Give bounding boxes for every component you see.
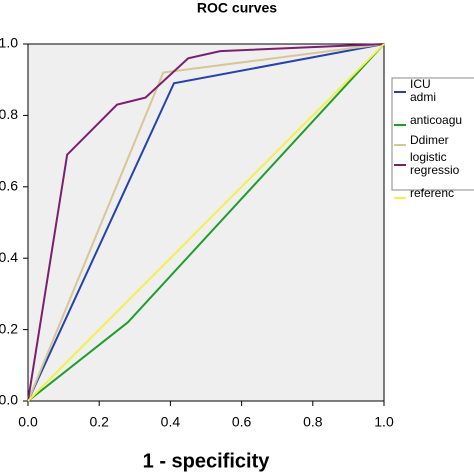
y-tick-label: 1.0 <box>0 35 18 51</box>
legend-label-line: regressio <box>410 163 460 177</box>
x-axis-label: 1 - specificity <box>143 450 271 472</box>
legend-label: anticoagu <box>410 113 462 127</box>
roc-curve <box>27 43 385 402</box>
x-tick-label: 0.0 <box>18 414 38 430</box>
y-tick-label: 0.8 <box>0 106 18 122</box>
legend-label-line: ICU <box>410 77 431 91</box>
roc-curve <box>27 43 385 402</box>
y-tick-label: 0.4 <box>0 249 18 265</box>
legend-label: referenc <box>410 186 454 200</box>
x-tick-label: 1.0 <box>374 414 394 430</box>
y-tick-label: 0.6 <box>0 178 18 194</box>
y-tick-label: 0.0 <box>0 392 18 408</box>
x-tick-label: 0.2 <box>89 414 109 430</box>
legend-label-line: logistic <box>410 150 447 164</box>
chart-title: ROC curves <box>197 0 277 16</box>
x-tick-label: 0.6 <box>232 414 252 430</box>
legend-label-line: admi <box>410 90 436 104</box>
roc-curve <box>27 43 385 402</box>
y-tick-label: 0.2 <box>0 320 18 336</box>
x-tick-label: 0.8 <box>303 414 323 430</box>
roc-curve <box>27 43 385 402</box>
legend-label: logistic regressio <box>410 150 460 177</box>
legend-label: ICU admi <box>410 77 436 104</box>
x-tick-label: 0.4 <box>161 414 181 430</box>
roc-curve <box>27 43 385 402</box>
legend-box <box>391 77 474 191</box>
legend-label: Ddimer <box>410 133 449 147</box>
